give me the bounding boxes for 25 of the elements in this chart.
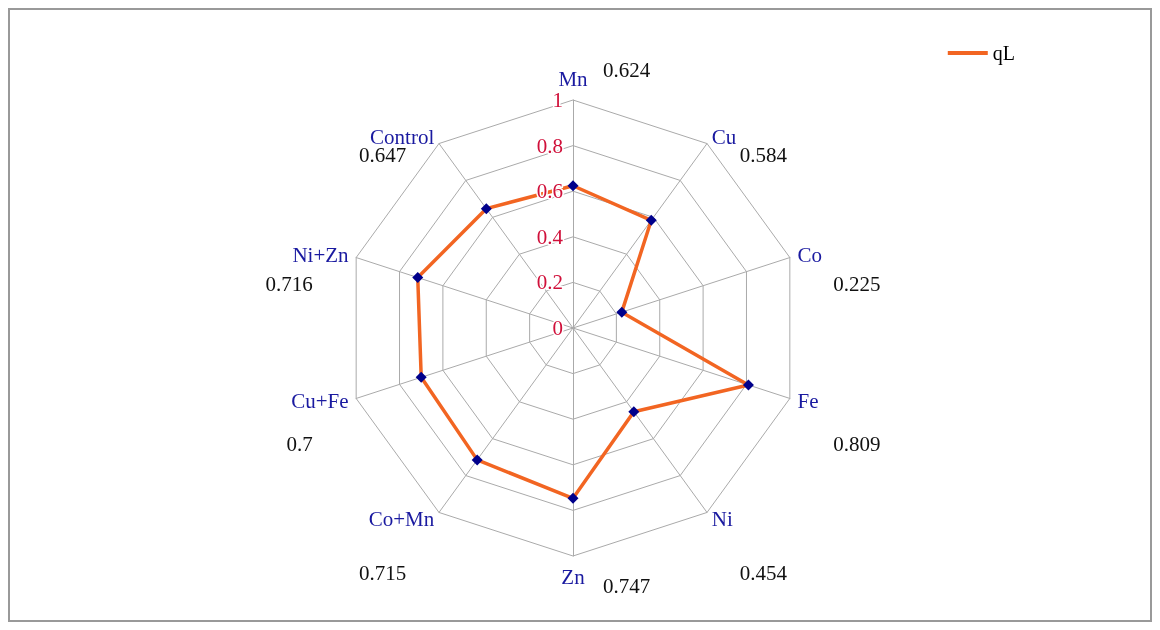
y-tick-label: 0.4 [536,224,564,249]
spoke-label: Ni [711,506,733,531]
text: 0.584 [739,143,787,168]
text: 0.225 [833,272,881,297]
text: 0.624 [603,58,651,82]
spoke-label: Ni+Zn [292,243,350,268]
text: 0.809 [833,431,881,456]
spoke-label: Cu [711,125,737,150]
spoke-label: Cu+Fe [291,388,349,413]
y-tick-label: 1 [552,88,563,112]
text: 0.647 [359,143,407,168]
spoke-label: Co+Mn [368,506,435,531]
text: 0.715 [359,560,407,585]
legend-label: qL [992,42,1015,65]
spoke-label: Zn [561,565,586,589]
text: 0.716 [265,272,313,297]
spoke-label: Co [797,243,822,268]
spoke-label: Mn [558,67,589,91]
text: 0.7 [286,431,313,456]
y-tick-label: 0.8 [536,133,563,158]
spoke-label: Fe [797,388,819,413]
text: 0.747 [603,574,651,598]
y-tick-label: 0 [552,316,563,340]
text: 0.454 [739,560,787,585]
y-tick-label: 0.2 [536,270,563,295]
